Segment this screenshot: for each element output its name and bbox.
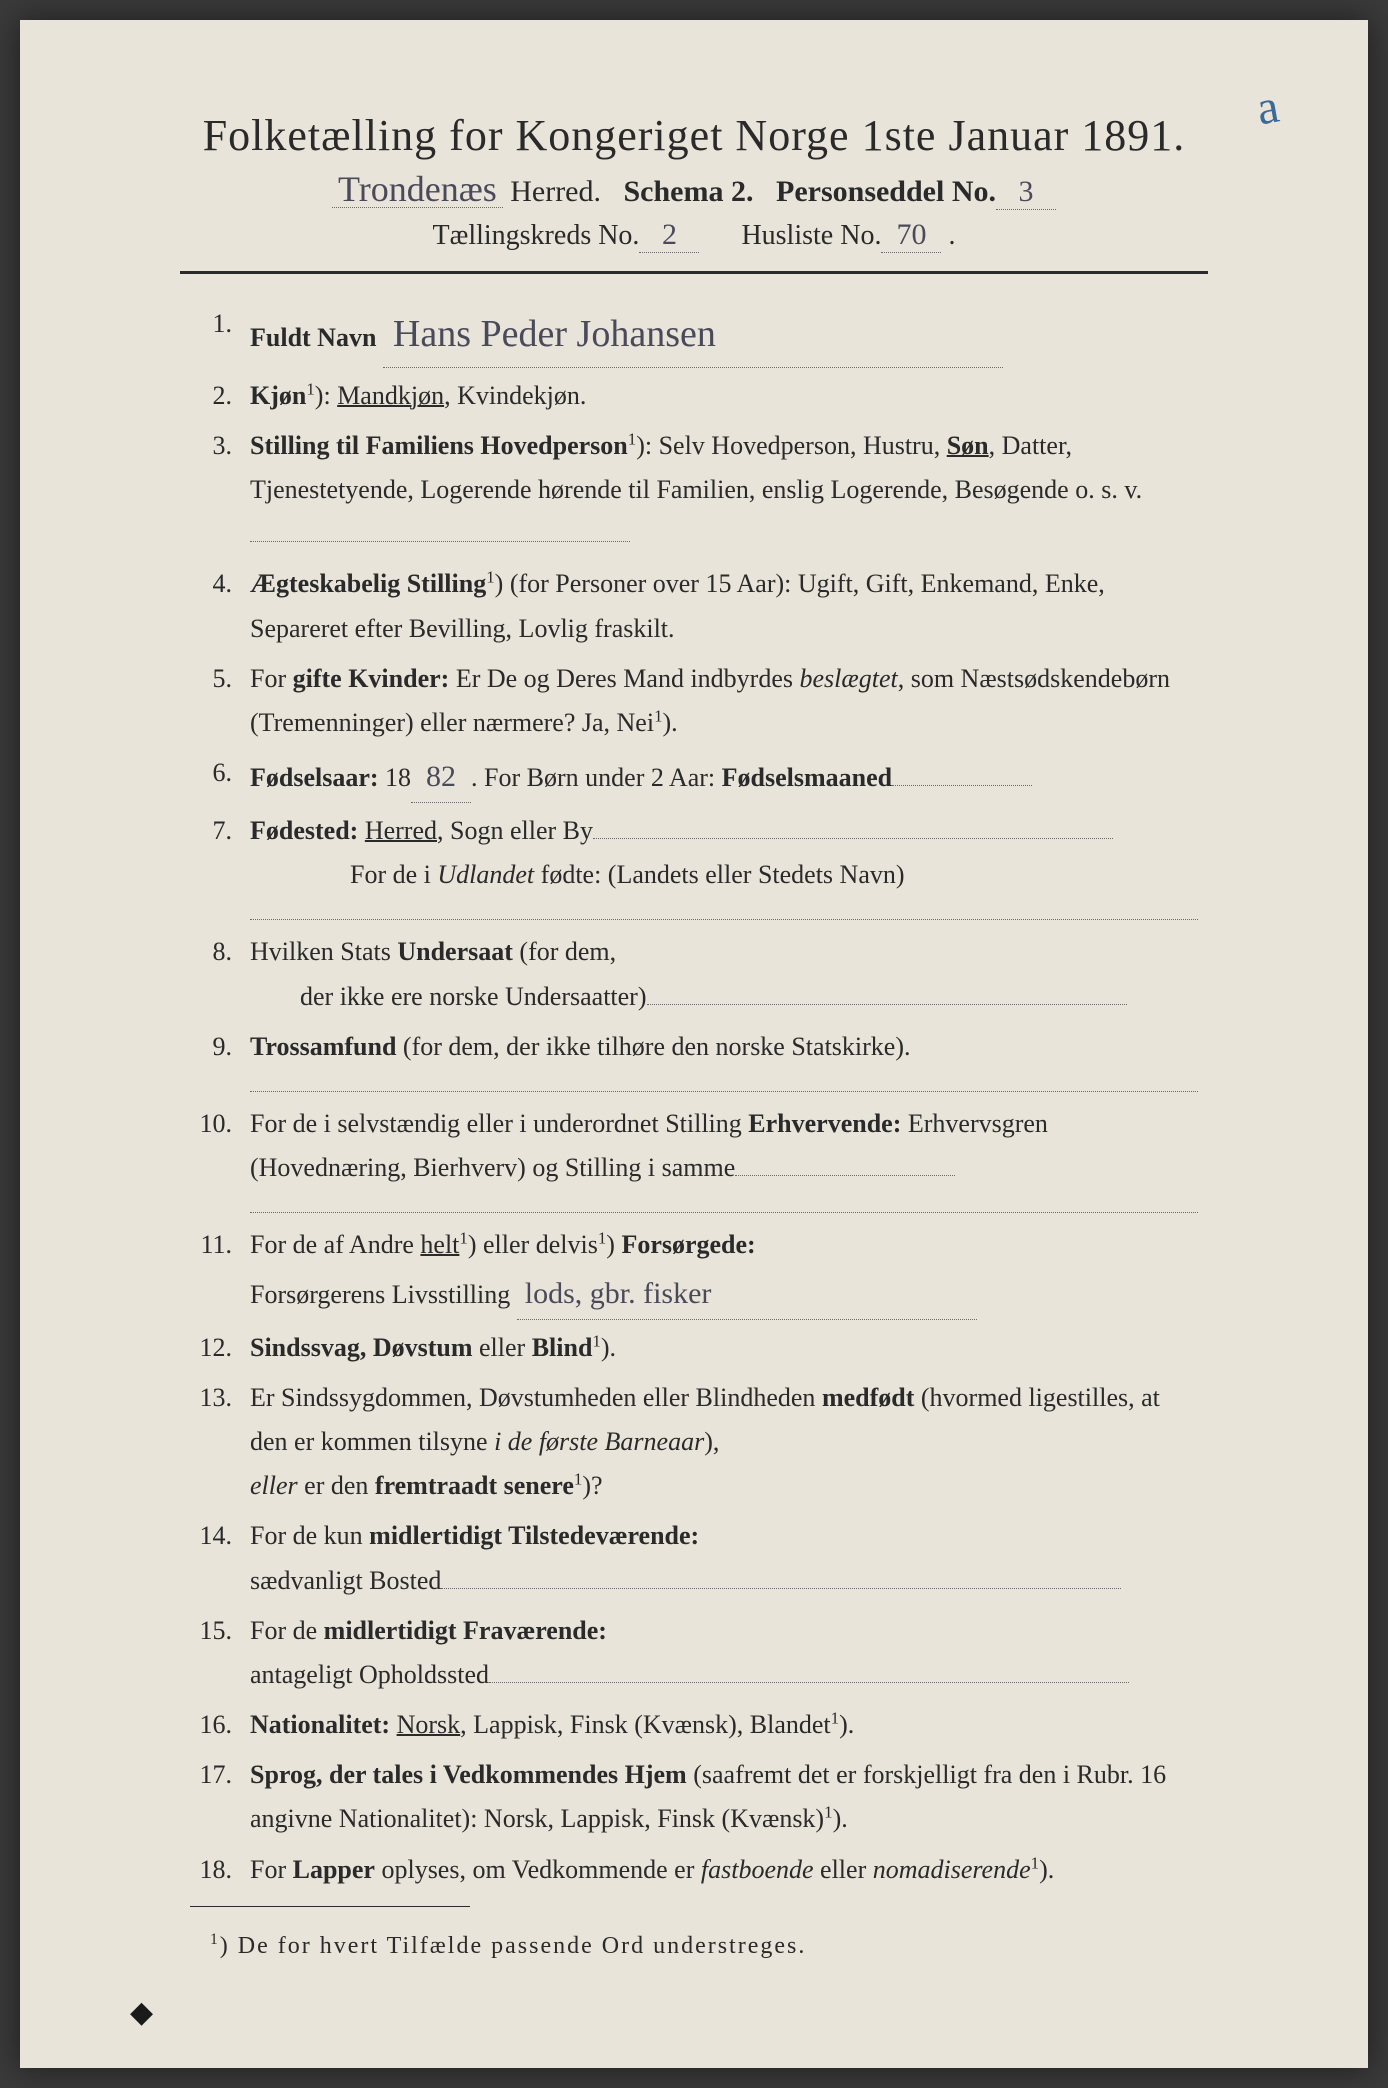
- item-num: 12.: [190, 1326, 250, 1370]
- item-18: 18. For Lapper oplyses, om Vedkommende e…: [190, 1848, 1198, 1892]
- q2-label: Kjøn: [250, 381, 306, 410]
- q6-label: Fødselsaar:: [250, 763, 379, 792]
- q3-label: Stilling til Familiens Hovedperson: [250, 431, 628, 460]
- header-line-kreds: Tællingskreds No.2 Husliste No.70 .: [120, 218, 1268, 253]
- census-form-page: a Folketælling for Kongeriget Norge 1ste…: [20, 20, 1368, 2068]
- item-num: 1.: [190, 302, 250, 368]
- dotted-spacer: [250, 1091, 1198, 1092]
- q12-label: Sindssvag, Døvstum: [250, 1333, 473, 1362]
- item-7: 7. Fødested: Herred, Sogn eller By For d…: [190, 809, 1198, 897]
- husliste-label: Husliste No.: [741, 220, 881, 251]
- pin-mark: ◆: [130, 1995, 153, 2030]
- item-num: 9.: [190, 1025, 250, 1069]
- item-15: 15. For de midlertidigt Fraværende: anta…: [190, 1609, 1198, 1697]
- item-num: 15.: [190, 1609, 250, 1697]
- item-num: 17.: [190, 1753, 250, 1841]
- q7-label: Fødested:: [250, 816, 358, 845]
- schema-label: Schema 2.: [624, 175, 754, 208]
- q9-label: Trossamfund: [250, 1032, 396, 1061]
- dotted-spacer: [250, 1212, 1198, 1213]
- item-16: 16. Nationalitet: Norsk, Lappisk, Finsk …: [190, 1703, 1198, 1747]
- q1-label: Fuldt Navn: [250, 323, 376, 352]
- item-num: 11.: [190, 1223, 250, 1319]
- husliste-value: 70: [881, 218, 941, 253]
- item-num: 14.: [190, 1514, 250, 1602]
- personseddel-label: Personseddel No.: [776, 175, 996, 208]
- item-9: 9. Trossamfund (for dem, der ikke tilhør…: [190, 1025, 1198, 1069]
- item-12: 12. Sindssvag, Døvstum eller Blind1).: [190, 1326, 1198, 1370]
- item-1: 1. Fuldt Navn Hans Peder Johansen: [190, 302, 1198, 368]
- personseddel-value: 3: [996, 175, 1056, 210]
- q7-herred: Herred: [365, 816, 437, 845]
- item-3: 3. Stilling til Familiens Hovedperson1):…: [190, 424, 1198, 557]
- item-num: 6.: [190, 751, 250, 803]
- footnote-rule: [190, 1906, 470, 1907]
- item-10: 10. For de i selvstændig eller i underor…: [190, 1102, 1198, 1190]
- q3-son: Søn: [947, 431, 989, 460]
- item-num: 10.: [190, 1102, 250, 1190]
- q11-value: lods, gbr. fisker: [517, 1268, 977, 1320]
- form-body: 1. Fuldt Navn Hans Peder Johansen 2. Kjø…: [120, 302, 1268, 1960]
- item-num: 8.: [190, 930, 250, 1018]
- q6-year: 82: [411, 751, 471, 803]
- item-4: 4. Ægteskabelig Stilling1) (for Personer…: [190, 562, 1198, 650]
- dotted-spacer: [250, 919, 1198, 920]
- q16-label: Nationalitet:: [250, 1710, 390, 1739]
- q5-label: gifte Kvinder:: [293, 664, 450, 693]
- kreds-value: 2: [639, 218, 699, 253]
- divider: [180, 271, 1208, 274]
- kreds-label: Tællingskreds No.: [433, 220, 640, 251]
- item-2: 2. Kjøn1): Mandkjøn, Kvindekjøn.: [190, 374, 1198, 418]
- footnote: 1) De for hvert Tilfælde passende Ord un…: [190, 1931, 1198, 1960]
- item-17: 17. Sprog, der tales i Vedkommendes Hjem…: [190, 1753, 1198, 1841]
- item-num: 2.: [190, 374, 250, 418]
- q1-value: Hans Peder Johansen: [383, 302, 1003, 368]
- q2-mandkjon: Mandkjøn: [337, 381, 444, 410]
- item-6: 6. Fødselsaar: 1882. For Børn under 2 Aa…: [190, 751, 1198, 803]
- herred-label: Herred.: [503, 175, 601, 208]
- item-num: 18.: [190, 1848, 250, 1892]
- q4-label: Ægteskabelig Stilling: [250, 569, 486, 598]
- item-num: 13.: [190, 1376, 250, 1509]
- item-5: 5. For gifte Kvinder: Er De og Deres Man…: [190, 657, 1198, 745]
- header-line-herred: Trondenæs Herred. Schema 2. Personseddel…: [120, 171, 1268, 210]
- item-num: 16.: [190, 1703, 250, 1747]
- q16-norsk: Norsk: [397, 1710, 461, 1739]
- item-8: 8. Hvilken Stats Undersaat (for dem, der…: [190, 930, 1198, 1018]
- item-num: 4.: [190, 562, 250, 650]
- item-num: 7.: [190, 809, 250, 897]
- form-title: Folketælling for Kongeriget Norge 1ste J…: [120, 110, 1268, 161]
- q17-label: Sprog, der tales i Vedkommendes Hjem: [250, 1760, 687, 1789]
- herred-value: Trondenæs: [332, 171, 503, 208]
- item-num: 5.: [190, 657, 250, 745]
- item-14: 14. For de kun midlertidigt Tilstedevære…: [190, 1514, 1198, 1602]
- item-11: 11. For de af Andre helt1) eller delvis1…: [190, 1223, 1198, 1319]
- item-13: 13. Er Sindssygdommen, Døvstumheden elle…: [190, 1376, 1198, 1509]
- item-num: 3.: [190, 424, 250, 557]
